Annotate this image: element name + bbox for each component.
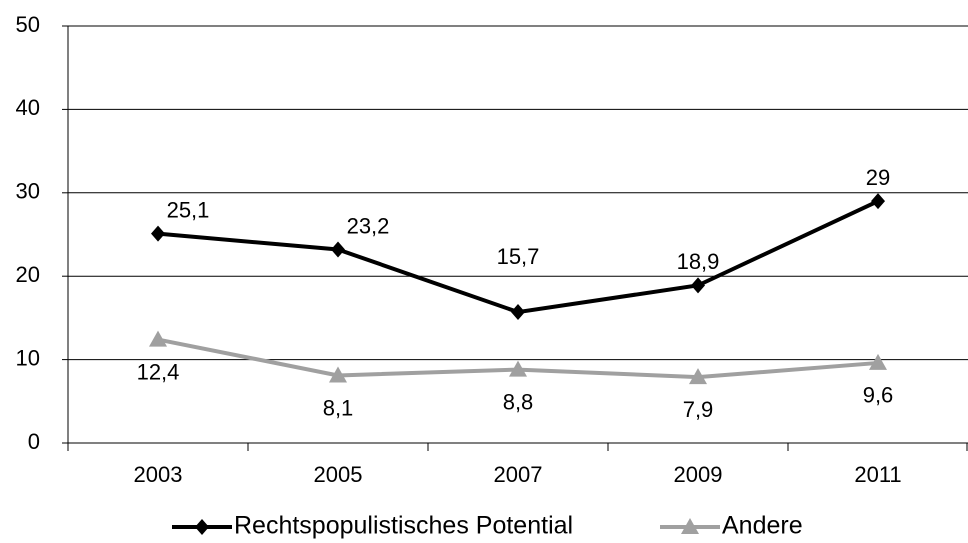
legend-label: Rechtspopulistisches Potential	[234, 512, 573, 540]
data-label: 9,6	[863, 383, 894, 408]
data-label: 29	[866, 165, 890, 190]
x-tick-label: 2007	[494, 462, 543, 487]
x-tick-label: 2011	[854, 462, 901, 487]
data-label: 18,9	[677, 249, 720, 274]
x-tick-label: 2005	[314, 462, 363, 487]
y-tick-label: 0	[28, 429, 40, 454]
point-marker	[689, 368, 707, 385]
point-marker	[691, 277, 705, 294]
y-tick-label: 50	[16, 12, 40, 37]
y-tick-label: 20	[16, 262, 40, 287]
data-label: 8,1	[323, 395, 354, 420]
point-marker	[509, 360, 527, 377]
data-label: 8,8	[503, 389, 534, 414]
data-label: 7,9	[683, 397, 714, 422]
point-marker	[151, 225, 165, 242]
legend-marker	[195, 519, 209, 535]
data-label: 12,4	[137, 359, 180, 384]
x-tick-label: 2003	[134, 462, 183, 487]
y-tick-label: 40	[16, 95, 40, 120]
data-label: 25,1	[167, 197, 210, 222]
x-tick-label: 2009	[674, 462, 723, 487]
point-marker	[871, 193, 885, 210]
y-tick-label: 10	[16, 345, 40, 370]
legend-marker	[681, 518, 699, 534]
point-marker	[511, 304, 525, 321]
data-label: 23,2	[347, 213, 390, 238]
legend-label: Andere	[722, 512, 803, 540]
y-tick-label: 30	[16, 179, 40, 204]
point-marker	[331, 241, 345, 258]
point-marker	[329, 366, 347, 383]
data-label: 15,7	[497, 244, 540, 269]
point-marker	[869, 353, 887, 370]
point-marker	[149, 330, 167, 347]
